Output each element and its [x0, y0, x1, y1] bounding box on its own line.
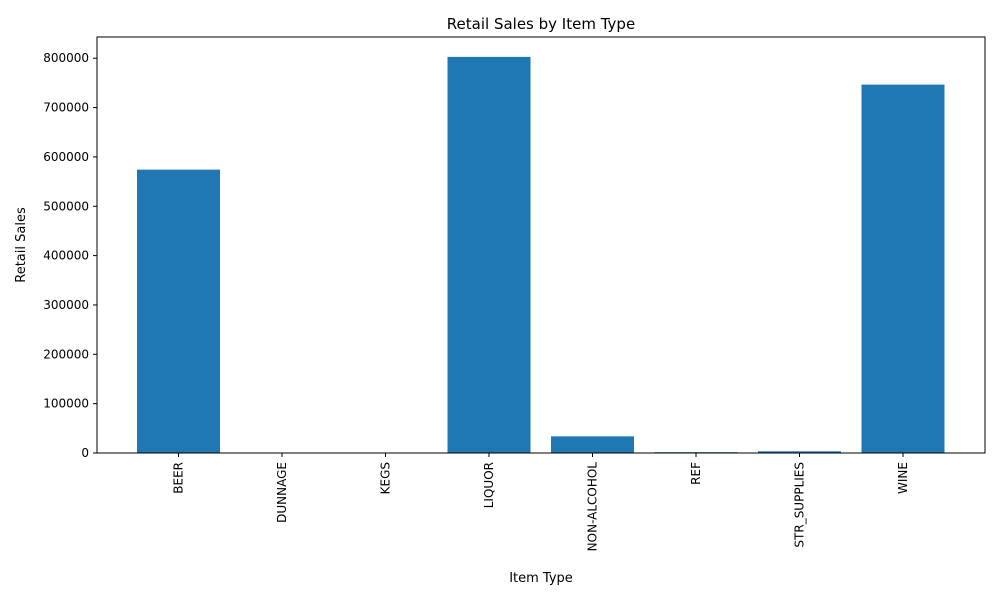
plot-frame: [96, 36, 986, 454]
x-axis-ticks: BEER DUNNAGE KEGS LIQUOR NON-ALCOHOL REF STR_S…: [172, 453, 910, 552]
y-tick-label: 600000: [43, 150, 89, 164]
chart-title: Retail Sales by Item Type: [447, 15, 635, 33]
y-tick-label: 0: [81, 446, 89, 460]
y-tick-label: 100000: [43, 397, 89, 411]
x-tick-label: DUNNAGE: [275, 462, 289, 523]
y-axis-ticks: 0 100000 200000 300000 400000 500000 600000 700…: [43, 51, 97, 460]
y-tick-label: 300000: [43, 298, 89, 312]
bar-beer: [137, 169, 220, 453]
x-tick-label: REF: [689, 462, 703, 485]
y-tick-label: 700000: [43, 101, 89, 115]
x-tick-label: WINE: [896, 462, 910, 494]
bars-group: [137, 56, 945, 453]
bar-liquor: [447, 56, 531, 453]
y-tick-label: 400000: [43, 249, 89, 263]
y-axis-label: Retail Sales: [14, 207, 29, 283]
bar-wine: [861, 84, 945, 453]
x-axis-label: Item Type: [509, 571, 573, 586]
bar-str-supplies: [758, 451, 841, 453]
y-tick-label: 500000: [43, 199, 89, 213]
plot-area: [97, 37, 985, 453]
x-tick-label: BEER: [172, 462, 186, 494]
bar-non-alcohol: [551, 436, 634, 453]
x-tick-label: LIQUOR: [482, 462, 496, 508]
x-tick-label: STR_SUPPLIES: [793, 462, 807, 548]
y-tick-label: 800000: [43, 51, 89, 65]
y-tick-label: 200000: [43, 347, 89, 361]
x-tick-label: NON-ALCOHOL: [586, 462, 600, 552]
x-tick-label: KEGS: [379, 462, 393, 494]
